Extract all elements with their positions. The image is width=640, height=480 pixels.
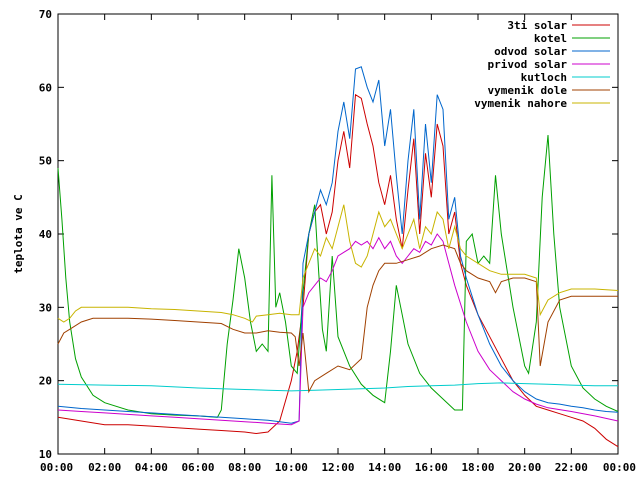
x-tick-label: 04:00 — [135, 461, 168, 474]
legend-label-0: 3ti solar — [507, 19, 567, 32]
series-line-4 — [57, 382, 618, 392]
series-line-1 — [57, 134, 619, 418]
legend-label-5: vymenik dole — [488, 84, 568, 97]
x-tick-label: 18:00 — [461, 461, 494, 474]
legend-label-4: kutloch — [521, 71, 567, 84]
series-line-0 — [57, 93, 619, 448]
x-tick-label: 08:00 — [228, 461, 261, 474]
y-tick-label: 40 — [39, 228, 52, 241]
x-tick-label: 22:00 — [555, 461, 588, 474]
y-tick-label: 10 — [39, 448, 52, 461]
axis-ticks: 10 20 30 40 50 60 70 00:00 02:00 04:00 06:00 08:00 1… — [39, 8, 636, 474]
y-tick-label: 50 — [39, 155, 52, 168]
x-tick-label: 14:00 — [368, 461, 401, 474]
series-layer — [57, 66, 619, 448]
y-tick-label: 20 — [39, 375, 52, 388]
x-tick-label: 12:00 — [321, 461, 354, 474]
x-tick-label: 00:00 — [603, 461, 636, 474]
x-tick-label: 06:00 — [181, 461, 214, 474]
series-line-3 — [57, 233, 619, 426]
legend-label-1: kotel — [534, 32, 567, 45]
legend-label-2: odvod solar — [494, 45, 567, 58]
legend-label-6: vymenik nahore — [474, 97, 567, 110]
y-tick-label: 70 — [39, 8, 52, 21]
x-tick-label: 00:00 — [40, 461, 73, 474]
series-line-6 — [57, 204, 619, 323]
y-tick-label: 60 — [39, 81, 52, 94]
x-tick-label: 16:00 — [415, 461, 448, 474]
y-axis-title: teplota ve C — [12, 194, 25, 273]
x-tick-label: 02:00 — [88, 461, 121, 474]
legend-label-3: privod solar — [488, 58, 568, 71]
x-tick-label: 10:00 — [275, 461, 308, 474]
series-line-2 — [57, 66, 619, 424]
x-tick-label: 20:00 — [508, 461, 541, 474]
y-tick-label: 30 — [39, 301, 52, 314]
series-line-5 — [57, 244, 618, 394]
